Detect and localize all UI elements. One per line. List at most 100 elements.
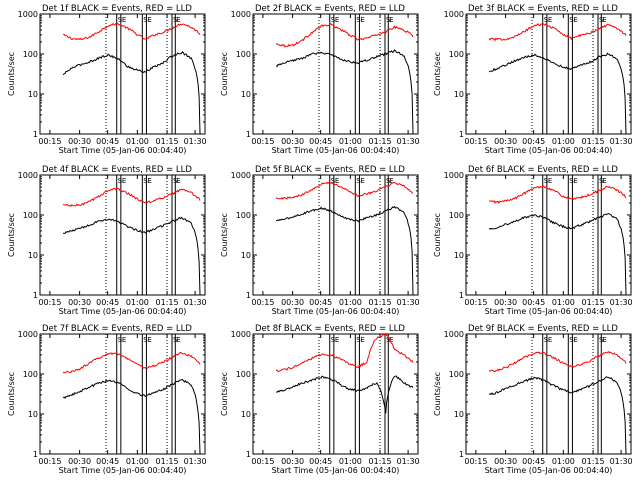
y-tick-label: 1: [246, 130, 251, 139]
lld-series-line: [489, 185, 627, 204]
y-tick-label: 1: [459, 130, 464, 139]
segment-marker-label: E: [573, 177, 577, 185]
chart-panel: Det 8f BLACK = Events, RED = LLD 1 10 100 10…: [220, 324, 420, 475]
chart-panel: Det 1f BLACK = Events, RED = LLD 1 10 100 10…: [7, 4, 207, 155]
x-tick-label: 00:15: [464, 457, 487, 466]
chart-panel: Det 5f BLACK = Events, RED = LLD 1 10 100 10…: [220, 165, 420, 316]
y-tick-label: 100: [449, 370, 464, 379]
y-tick-label: 100: [236, 50, 251, 59]
segment-marker-label: E: [176, 16, 180, 24]
y-tick-label: 100: [236, 370, 251, 379]
x-tick-label: 00:30: [281, 137, 304, 146]
y-tick-label: 1000: [231, 330, 251, 339]
y-tick-label: 100: [23, 211, 38, 220]
segment-marker-label: E: [122, 336, 126, 344]
x-tick-label: 01:15: [582, 137, 605, 146]
x-axis-label: Start Time (05-Jan-06 00:04:40): [272, 466, 400, 475]
x-tick-label: 01:15: [156, 457, 179, 466]
y-tick-label: 1000: [18, 171, 38, 180]
x-tick-label: 01:30: [184, 298, 207, 307]
x-tick-label: 00:15: [251, 137, 274, 146]
y-axis-label: Counts/sec: [220, 52, 229, 96]
chart-title: Det 9f BLACK = Events, RED = LLD: [468, 324, 618, 334]
segment-marker-label: E: [602, 336, 606, 344]
plot-frame: [465, 174, 632, 296]
x-tick-label: 00:45: [96, 137, 119, 146]
chart-title: Det 4f BLACK = Events, RED = LLD: [42, 165, 192, 175]
plot-frame: [252, 174, 419, 296]
events-series-line: [275, 375, 414, 414]
x-tick-label: 01:00: [339, 298, 362, 307]
x-tick-label: 01:15: [369, 457, 392, 466]
x-tick-label: 00:30: [281, 298, 304, 307]
x-axis-label: Start Time (05-Jan-06 00:04:40): [485, 307, 613, 316]
segment-marker-label: S: [118, 16, 123, 24]
segment-marker-label: E: [602, 177, 606, 185]
plot-frame: [465, 333, 632, 455]
plot-frame: [39, 333, 206, 455]
x-tick-label: 01:00: [339, 457, 362, 466]
segment-marker-label: E: [176, 336, 180, 344]
chart-title: Det 6f BLACK = Events, RED = LLD: [468, 165, 618, 175]
x-tick-label: 00:15: [251, 457, 274, 466]
segment-marker-label: S: [118, 177, 123, 185]
segment-marker-label: E: [335, 336, 339, 344]
x-tick-label: 00:45: [309, 137, 332, 146]
y-tick-label: 1: [246, 291, 251, 300]
x-tick-label: 01:30: [397, 457, 420, 466]
y-tick-label: 10: [241, 90, 251, 99]
lld-series-line: [62, 351, 201, 374]
chart-title: Det 8f BLACK = Events, RED = LLD: [255, 324, 405, 334]
lld-series-line: [62, 22, 201, 41]
y-tick-label: 1000: [444, 171, 464, 180]
y-tick-label: 1: [246, 450, 251, 459]
chart-title: Det 3f BLACK = Events, RED = LLD: [468, 4, 618, 14]
segment-marker-label: E: [602, 16, 606, 24]
segment-marker-label: S: [544, 177, 549, 185]
x-tick-label: 00:30: [68, 298, 91, 307]
y-tick-label: 10: [28, 410, 38, 419]
chart-panel: Det 9f BLACK = Events, RED = LLD 1 10 100 10…: [433, 324, 633, 475]
x-tick-label: 01:15: [156, 298, 179, 307]
x-tick-label: 00:45: [309, 298, 332, 307]
segment-marker-label: E: [176, 177, 180, 185]
y-axis-label: Counts/sec: [7, 213, 16, 257]
x-tick-label: 00:15: [38, 137, 61, 146]
segment-marker-label: S: [544, 336, 549, 344]
x-tick-label: 01:00: [126, 457, 149, 466]
x-tick-label: 01:15: [156, 137, 179, 146]
segment-marker-label: E: [335, 177, 339, 185]
x-axis-label: Start Time (05-Jan-06 00:04:40): [59, 146, 187, 155]
y-tick-label: 1: [459, 291, 464, 300]
y-tick-label: 100: [23, 370, 38, 379]
y-tick-label: 10: [28, 90, 38, 99]
x-tick-label: 01:15: [582, 298, 605, 307]
x-tick-label: 00:30: [281, 457, 304, 466]
events-series-line: [62, 378, 201, 454]
segment-marker-label: S: [331, 177, 336, 185]
x-tick-label: 01:30: [397, 137, 420, 146]
segment-marker-label: E: [389, 16, 393, 24]
chart-panel: Det 2f BLACK = Events, RED = LLD 1 10 100 10…: [220, 4, 420, 155]
y-tick-label: 1000: [444, 330, 464, 339]
segment-marker-label: E: [548, 336, 552, 344]
y-tick-label: 100: [236, 211, 251, 220]
x-tick-label: 01:00: [552, 457, 575, 466]
x-tick-label: 00:15: [38, 457, 61, 466]
y-tick-label: 1000: [18, 330, 38, 339]
events-series-line: [488, 52, 627, 134]
chart-title: Det 2f BLACK = Events, RED = LLD: [255, 4, 405, 14]
y-tick-label: 1000: [444, 10, 464, 19]
x-tick-label: 00:45: [522, 298, 545, 307]
y-axis-label: Counts/sec: [220, 372, 229, 416]
x-axis-label: Start Time (05-Jan-06 00:04:40): [59, 307, 187, 316]
plot-frame: [252, 13, 419, 135]
segment-marker-label: E: [573, 16, 577, 24]
x-tick-label: 01:30: [184, 457, 207, 466]
y-tick-label: 100: [449, 211, 464, 220]
segment-marker-label: S: [143, 177, 148, 185]
x-tick-label: 00:45: [522, 457, 545, 466]
lld-series-line: [275, 181, 414, 200]
chart-title: Det 5f BLACK = Events, RED = LLD: [255, 165, 405, 175]
x-axis-label: Start Time (05-Jan-06 00:04:40): [59, 466, 187, 475]
